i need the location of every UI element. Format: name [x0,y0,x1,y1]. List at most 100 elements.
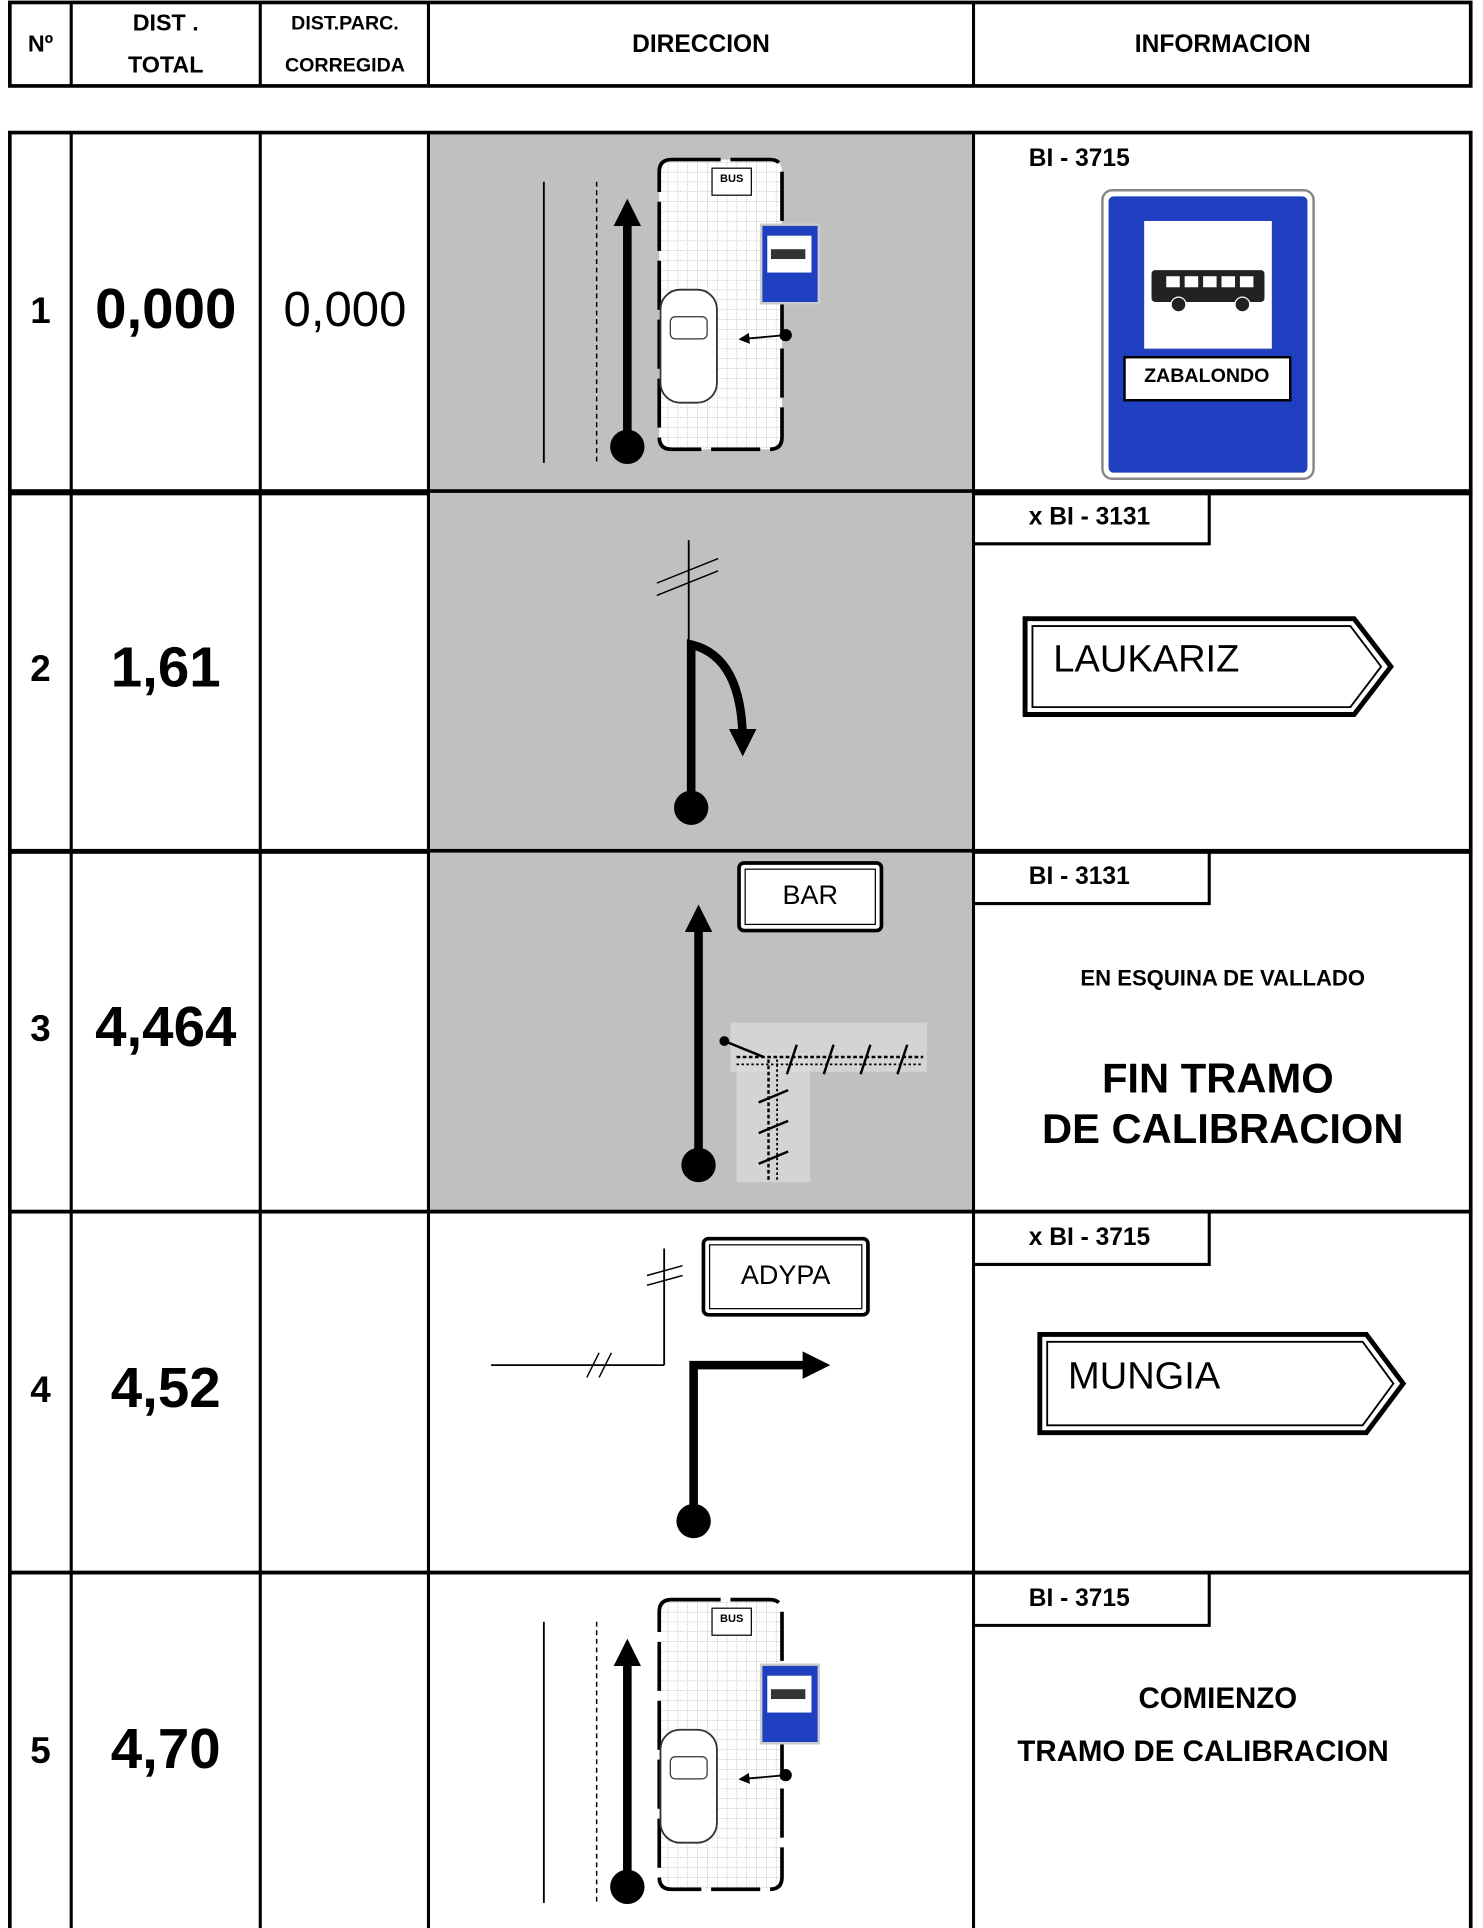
wheel [1234,296,1251,313]
bus-window [1221,276,1236,288]
direction-bg [428,491,974,852]
label: x BI - 3131 [1029,504,1150,531]
route [686,639,757,808]
row: 1 0,000 0,000 BUS BI - 3715 ZABALONDO [7,130,1473,496]
wheel [1170,296,1187,313]
car [659,1728,718,1844]
label: x BI - 3715 [1029,1224,1150,1251]
road-box [973,1211,1211,1266]
line [656,570,719,597]
bus-box [711,1607,752,1636]
start-dot [610,429,645,465]
car-window [669,1756,708,1780]
label: 3 [30,1008,50,1049]
line [738,332,786,344]
label: 2 [30,648,50,689]
direction-sign [1022,616,1395,717]
direction-sign-inner [1031,625,1383,709]
label: CORREGIDA [285,54,405,76]
bus-window [1184,276,1199,288]
label: MUNGIA [1068,1356,1221,1398]
bus-window [1166,276,1180,288]
line [758,1089,789,1104]
label: 4 [30,1369,51,1410]
label: BI - 3715 [1029,1585,1130,1612]
line [656,557,719,584]
bus-box [711,167,752,196]
label: DE CALIBRACION [1042,1105,1404,1152]
row: 3 4,464 BAR BI - 3131 EN ESQUINA DE VALLADO F… [7,848,1473,1214]
label: BUS [720,173,743,185]
label: 0,000 [284,283,407,337]
road-box [973,491,1211,546]
car-window [669,316,708,340]
header-box [7,0,1473,88]
line [822,1044,835,1075]
name-plate [1123,356,1292,402]
label: BI - 3715 [1029,145,1130,172]
label: 4,70 [111,1717,221,1780]
bus-icon [770,249,806,260]
line [738,1772,786,1784]
row: 4 4,52 ADYPA x BI - 3715 MUNGIA [7,1209,1473,1575]
start-dot [610,1869,645,1905]
direction-sign [1037,1331,1407,1436]
road-box [973,1572,1211,1627]
line [646,1274,683,1287]
label: DIST . [133,10,199,36]
row: 5 4,70 BUS BI - 3715 COMIENZO TRAMO DE CALIBR… [7,1570,1473,1928]
label: 5 [30,1730,50,1771]
label: Nº [28,31,54,57]
place-sign-inner [708,1244,863,1310]
label: 4,52 [111,1356,221,1419]
label: COMIENZO [1138,1682,1297,1715]
label: 0,000 [95,277,236,340]
route [689,1351,831,1519]
line [758,1119,789,1135]
start-dot [681,1147,716,1183]
label: INFORMACION [1135,31,1311,58]
label: TOTAL [128,51,204,77]
line [859,1044,872,1075]
label: DIST.PARC. [291,13,399,35]
label: 4,464 [95,995,237,1058]
row: 2 1,61 x BI - 3131 LAUKARIZ [7,489,1473,854]
bus-window [1203,276,1217,288]
car [659,288,718,404]
label: EN ESQUINA DE VALLADO [1080,965,1365,990]
label: TRAMO DE CALIBRACION [1017,1735,1388,1768]
line [646,1264,683,1277]
start-dot [676,1503,711,1539]
line [896,1044,909,1075]
line [598,1352,613,1378]
label: DIRECCION [632,31,770,58]
label: ADYPA [741,1260,831,1290]
label: ZABALONDO [1144,365,1269,387]
dot [779,1769,792,1782]
label: BUS [720,1613,743,1625]
place-sign-inner [744,868,876,926]
label: 1,61 [111,635,221,698]
dot [779,329,792,342]
label: 1 [30,290,50,331]
road-box [973,850,1211,906]
place-sign [737,861,884,933]
bus-window [1239,276,1254,288]
row-box [7,1570,1473,1928]
direction-sign-inner [1046,1340,1395,1427]
label: BI - 3131 [1029,863,1130,890]
line [723,1039,765,1059]
start-dot [673,790,709,825]
dot [719,1036,730,1046]
label: FIN TRAMO [1102,1055,1334,1102]
place-sign [701,1236,870,1317]
content: Nº DIST . TOTAL DIST.PARC. CORREGIDA DIRECCIO… [7,0,1473,1928]
label: BAR [782,880,838,910]
line [785,1044,798,1075]
line [758,1150,789,1165]
fence-bg [736,1053,811,1183]
line [586,1352,600,1378]
label: LAUKARIZ [1053,639,1239,681]
bus-icon [770,1689,806,1700]
